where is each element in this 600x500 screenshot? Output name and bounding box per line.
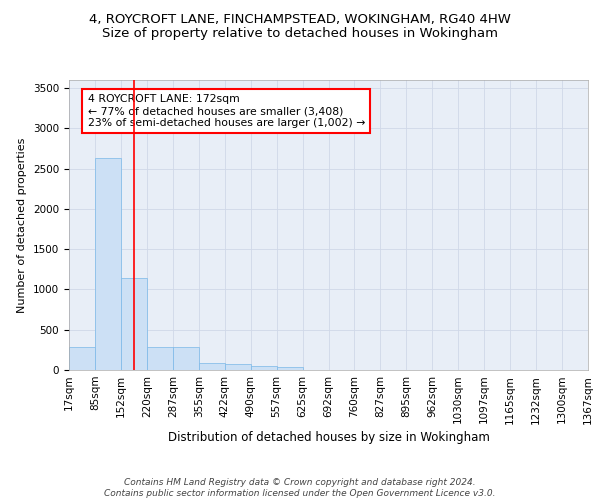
Bar [277, 367, 302, 370]
Text: 4, ROYCROFT LANE, FINCHAMPSTEAD, WOKINGHAM, RG40 4HW: 4, ROYCROFT LANE, FINCHAMPSTEAD, WOKINGH… [89, 12, 511, 26]
Bar [251, 366, 277, 370]
Bar [147, 347, 173, 370]
Bar [95, 158, 121, 370]
Y-axis label: Number of detached properties: Number of detached properties [17, 138, 28, 312]
Bar [69, 348, 95, 370]
Text: Size of property relative to detached houses in Wokingham: Size of property relative to detached ho… [102, 28, 498, 40]
Text: Contains HM Land Registry data © Crown copyright and database right 2024.
Contai: Contains HM Land Registry data © Crown c… [104, 478, 496, 498]
X-axis label: Distribution of detached houses by size in Wokingham: Distribution of detached houses by size … [167, 430, 490, 444]
Bar [199, 363, 224, 370]
Bar [121, 278, 147, 370]
Bar [225, 364, 251, 370]
Bar [173, 347, 199, 370]
Text: 4 ROYCROFT LANE: 172sqm
← 77% of detached houses are smaller (3,408)
23% of semi: 4 ROYCROFT LANE: 172sqm ← 77% of detache… [88, 94, 365, 128]
